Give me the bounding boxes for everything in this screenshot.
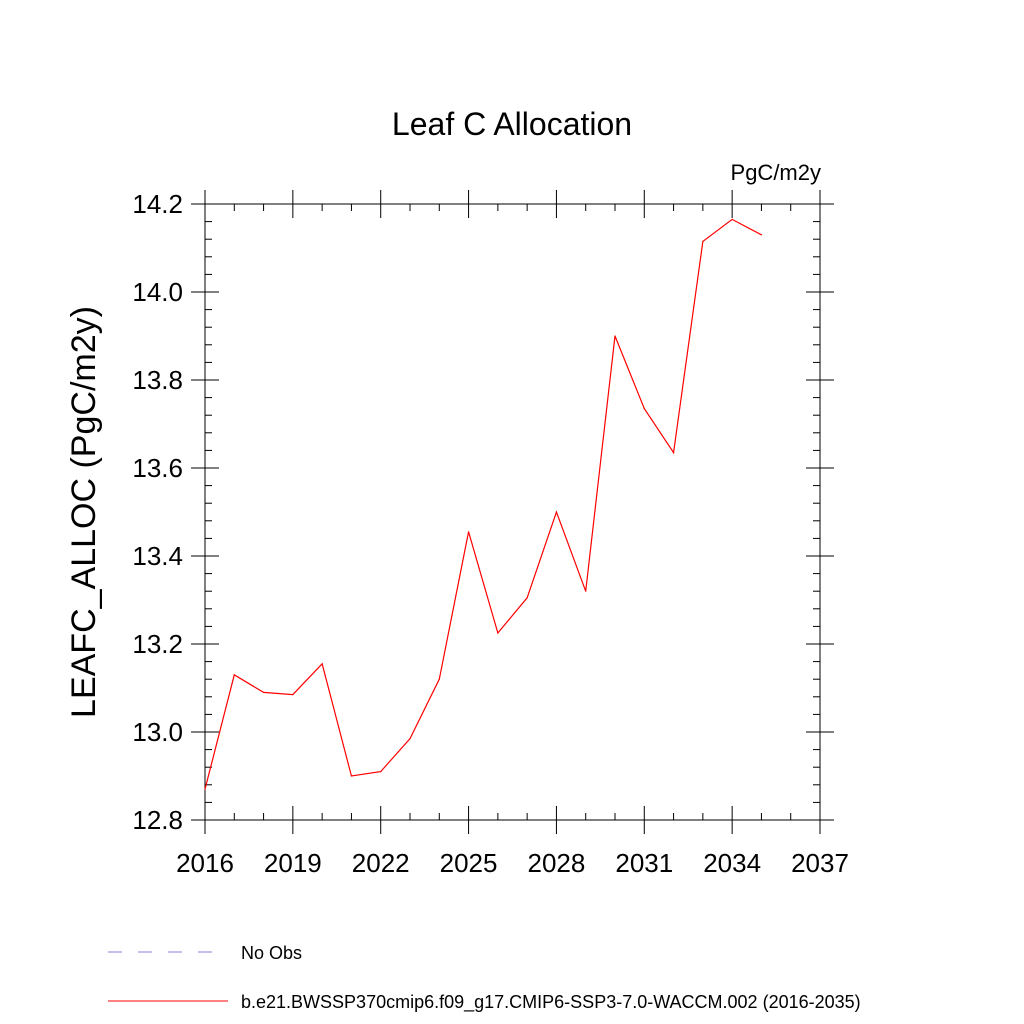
- data-point: [555, 511, 558, 513]
- chart-title: Leaf C Allocation: [392, 106, 632, 142]
- y-tick-label: 13.2: [132, 629, 183, 659]
- data-point: [526, 597, 528, 599]
- x-tick-label: 2019: [264, 848, 322, 878]
- data-point: [409, 738, 411, 740]
- data-point: [380, 771, 382, 773]
- data-point: [614, 335, 616, 337]
- data-point: [731, 218, 733, 220]
- x-tick-label: 2028: [528, 848, 586, 878]
- legend: No Obs b.e21.BWSSP370cmip6.f09_g17.CMIP6-…: [108, 943, 861, 1013]
- data-point: [438, 678, 440, 680]
- data-point: [672, 452, 675, 454]
- y-tick-label: 14.2: [132, 189, 183, 219]
- series-line: [204, 218, 762, 790]
- x-tick-label: 2031: [615, 848, 673, 878]
- y-tick-label: 12.8: [132, 805, 183, 835]
- y-axis-label: LEAFC_ALLOC (PgC/m2y): [65, 306, 103, 718]
- x-tick-label: 2016: [176, 848, 234, 878]
- data-point: [497, 632, 499, 634]
- data-point: [643, 408, 645, 410]
- data-point: [233, 674, 235, 676]
- data-point: [350, 775, 353, 777]
- y-tick-label: 13.6: [132, 453, 183, 483]
- x-tick-label: 2025: [440, 848, 498, 878]
- data-point: [585, 590, 587, 592]
- plot-area: 2016 2019 2022 2025 2028 2031 2034 2037 12.8 13.0…: [132, 189, 849, 878]
- x-tick-label: 2022: [352, 848, 410, 878]
- data-point: [204, 788, 206, 790]
- data-point: [467, 531, 470, 533]
- data-point: [760, 234, 763, 236]
- y-tick-label: 13.8: [132, 365, 183, 395]
- units-label: PgC/m2y: [731, 160, 821, 185]
- y-tick-label: 13.0: [132, 717, 183, 747]
- data-point: [262, 691, 265, 694]
- y-tick-label: 13.4: [132, 541, 183, 571]
- data-point: [292, 694, 294, 696]
- x-tick-label: 2037: [791, 848, 849, 878]
- legend-label: b.e21.BWSSP370cmip6.f09_g17.CMIP6-SSP3-7…: [241, 992, 861, 1013]
- plot-frame: [204, 203, 821, 821]
- data-point: [321, 663, 323, 665]
- legend-label: No Obs: [241, 943, 302, 963]
- x-tick-label: 2034: [703, 848, 761, 878]
- data-point: [702, 240, 704, 242]
- y-tick-label: 14.0: [132, 277, 183, 307]
